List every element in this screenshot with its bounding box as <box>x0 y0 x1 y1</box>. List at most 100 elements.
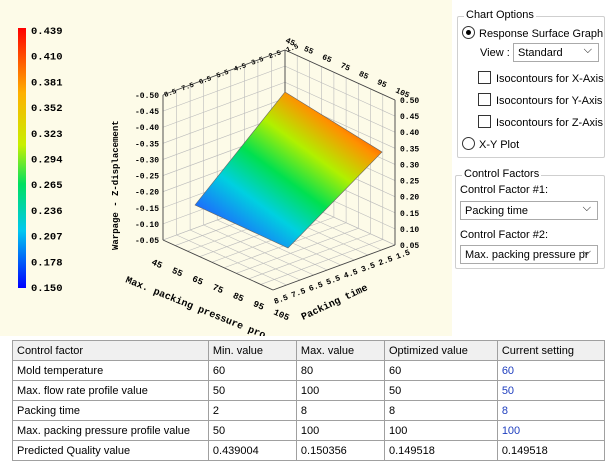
tick-label: -0.30 <box>135 156 159 165</box>
header-cell: Optimized value <box>383 340 498 361</box>
factor2-select[interactable]: Max. packing pressure pr <box>460 243 598 264</box>
grid-line <box>284 81 396 133</box>
tick-label: 95 <box>375 78 388 90</box>
table-cell: 50 <box>207 380 297 401</box>
tick-label: 0.35 <box>400 145 419 154</box>
grid-line <box>203 224 314 276</box>
tick-label: 0.10 <box>400 226 419 235</box>
tick-label: 0.05 <box>400 242 419 251</box>
table-cell: 60 <box>496 360 606 381</box>
header-cell: Current setting <box>496 340 606 361</box>
grid-line <box>260 239 383 285</box>
tick-label: 0.150 <box>31 283 63 295</box>
grid-line <box>217 219 328 271</box>
tick-label: 95 <box>251 299 265 313</box>
axis-edge <box>162 49 286 96</box>
grid-line <box>248 233 371 280</box>
tick-label: 0.294 <box>31 155 63 167</box>
tick-label: 85 <box>231 291 245 305</box>
tick-label: 2.5 <box>268 49 283 61</box>
header-row: Control factor Min. value Max. value Optimi… <box>12 340 606 361</box>
table-row: Max. flow rate profile value 50 100 50 50 <box>12 380 606 401</box>
table-cell: 8 <box>295 400 385 421</box>
header-cell: Min. value <box>207 340 297 361</box>
grid-line <box>162 81 286 128</box>
group-title: Chart Options <box>464 9 536 21</box>
tick-label: 6.5 <box>198 75 213 87</box>
grid-line <box>162 65 286 112</box>
table-cell: 8 <box>383 400 498 421</box>
table-cell: 0.149518 <box>383 440 498 461</box>
radio-label: Response Surface Graph <box>479 28 604 40</box>
tick-label: 4.5 <box>233 62 248 74</box>
table-cell: 100 <box>295 420 385 441</box>
table-cell: 60 <box>383 360 498 381</box>
tick-label: -0.05 <box>135 237 159 246</box>
tick-label: 0.50 <box>400 97 419 106</box>
check-iso-x[interactable]: Isocontours for X-Axis <box>478 71 604 85</box>
surface-plot: 0.439 0.410 0.381 0.352 0.323 0.294 0.265 0.236… <box>0 0 452 336</box>
table-cell: 50 <box>383 380 498 401</box>
axis-edge <box>162 239 274 291</box>
z-axis-title: Warpage - Z-displacement <box>111 120 121 250</box>
tick-label: 0.40 <box>400 129 419 138</box>
axis-edge <box>284 49 396 101</box>
check-iso-z[interactable]: Isocontours for Z-Axis <box>478 115 603 129</box>
radio-label: X-Y Plot <box>479 139 520 151</box>
factor-table: Control factor Min. value Max. value Optimi… <box>12 340 606 461</box>
tick-label: 55 <box>302 45 315 57</box>
tick-label: 0.410 <box>31 52 63 64</box>
radio-response[interactable]: Response Surface Graph <box>462 26 603 40</box>
grid-line <box>162 98 286 144</box>
tick-label: 0.45 <box>400 113 419 122</box>
tick-label: 0.30 <box>400 161 419 170</box>
table-cell: 2 <box>207 400 297 421</box>
tick-label: 0.265 <box>31 180 63 192</box>
table-cell: Packing time <box>12 400 209 421</box>
tick-label: 85 <box>357 70 370 82</box>
tick-label: 1.5 <box>285 43 300 55</box>
table-cell: 0.439004 <box>207 440 297 461</box>
tick-label: 0.236 <box>31 206 63 218</box>
tick-label: -0.35 <box>135 140 159 149</box>
view-label: View : <box>480 47 510 59</box>
tick-label: 0.439 <box>31 26 63 38</box>
table-cell: 0.150356 <box>295 440 385 461</box>
select-value: Max. packing pressure pr <box>465 249 589 261</box>
tick-label: 0.352 <box>31 103 63 115</box>
tick-label: -0.20 <box>135 189 159 198</box>
table-row: Mold temperature 60 80 60 60 <box>12 360 606 381</box>
table-cell: Mold temperature <box>12 360 209 381</box>
tick-label: 5.5 <box>216 69 231 81</box>
tick-label: 0.207 <box>31 232 63 244</box>
tick-label: 7.5 <box>181 82 196 94</box>
table-cell: 8 <box>496 400 606 421</box>
tick-label: 45 <box>284 37 297 49</box>
axis-edge <box>272 244 396 291</box>
table-cell: 50 <box>207 420 297 441</box>
check-label: Isocontours for Y-Axis <box>496 95 603 107</box>
header-cell: Control factor <box>12 340 209 361</box>
check-iso-y[interactable]: Isocontours for Y-Axis <box>478 93 602 107</box>
factor1-select[interactable]: Packing time <box>460 199 598 220</box>
radio-xy[interactable]: X-Y Plot <box>462 137 519 151</box>
tick-label: 75 <box>339 62 352 74</box>
group-title: Control Factors <box>462 168 542 180</box>
table-cell: Max. packing pressure profile value <box>12 420 209 441</box>
control-factors: Control Factors Control Factor #1: Packi… <box>455 168 605 269</box>
tick-label: 0.381 <box>31 77 63 89</box>
tick-label: -0.45 <box>135 108 159 117</box>
view-select[interactable]: Standard <box>513 41 599 62</box>
table-cell: 80 <box>295 360 385 381</box>
factor-label: Control Factor #1: <box>460 184 549 196</box>
grid-line <box>189 229 301 281</box>
table-cell: 100 <box>496 420 606 441</box>
tick-label: 8.5 <box>163 88 178 100</box>
check-label: Isocontours for X-Axis <box>496 73 604 85</box>
table-cell: Max. flow rate profile value <box>12 380 209 401</box>
grid-line <box>284 65 396 117</box>
color-bar <box>18 28 26 288</box>
tick-label: 0.178 <box>31 257 63 269</box>
tick-label: 0.20 <box>400 194 419 203</box>
